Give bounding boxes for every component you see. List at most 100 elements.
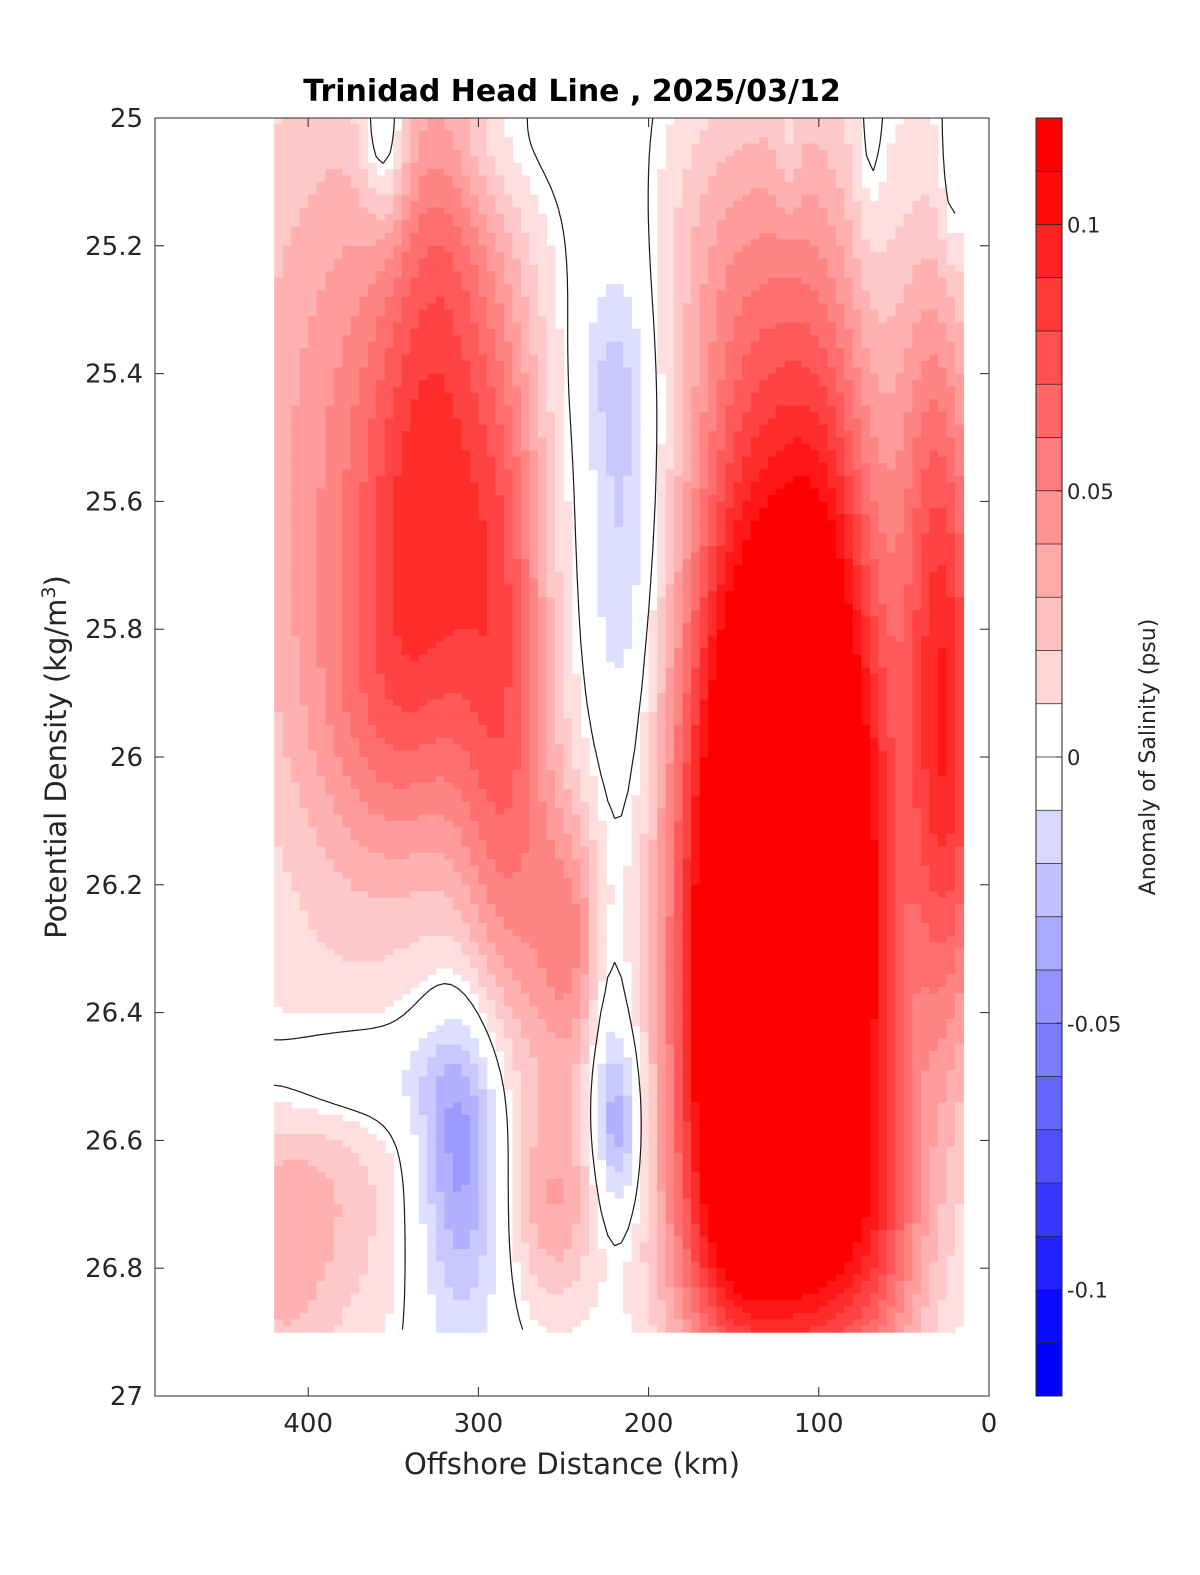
field-cell: [350, 910, 360, 918]
field-cell: [427, 379, 437, 387]
field-cell: [282, 801, 292, 809]
field-cell: [350, 616, 360, 624]
field-cell: [461, 507, 471, 515]
field-cell: [435, 725, 445, 733]
field-cell: [503, 1018, 514, 1026]
field-cell: [435, 1293, 445, 1301]
field-cell: [469, 731, 479, 739]
field-cell: [478, 469, 488, 477]
field-cell: [452, 226, 462, 234]
field-cell: [444, 424, 454, 432]
field-cell: [410, 258, 420, 266]
field-cell: [308, 833, 318, 841]
field-cell: [367, 309, 377, 317]
field-cell: [495, 539, 505, 547]
field-cell: [393, 705, 403, 713]
field-cell: [469, 795, 479, 803]
field-cell: [410, 437, 420, 445]
field-cell: [512, 245, 522, 253]
field-cell: [359, 1217, 369, 1225]
field-cell: [393, 680, 403, 688]
field-cell: [291, 801, 301, 809]
field-cell: [316, 955, 326, 963]
field-cell: [376, 277, 386, 285]
field-cell: [291, 1134, 301, 1141]
field-cell: [452, 686, 462, 694]
field-cell: [444, 610, 454, 618]
field-cell: [282, 124, 292, 132]
field-cell: [384, 712, 394, 720]
field-cell: [308, 1165, 318, 1173]
field-cell: [291, 411, 301, 419]
field-cell: [359, 1242, 369, 1250]
field-cell: [452, 373, 462, 381]
field-cell: [367, 169, 377, 177]
field-cell: [333, 916, 343, 924]
field-cell: [495, 348, 505, 356]
field-cell: [418, 322, 428, 330]
field-cell: [367, 520, 377, 528]
field-cell: [435, 757, 445, 764]
field-cell: [308, 929, 318, 937]
field-cell: [478, 840, 488, 848]
field-cell: [452, 1076, 462, 1084]
field-cell: [495, 201, 505, 209]
field-cell: [350, 558, 360, 566]
field-cell: [333, 872, 343, 880]
field-cell: [410, 405, 420, 413]
field-cell: [444, 757, 454, 764]
field-cell: [291, 622, 301, 630]
field-cell: [452, 335, 462, 343]
field-cell: [282, 712, 292, 720]
field-cell: [512, 488, 522, 496]
field-cell: [342, 635, 352, 643]
field-cell: [495, 424, 505, 432]
field-cell: [418, 1108, 428, 1116]
field-cell: [435, 1102, 445, 1110]
field-cell: [308, 1172, 318, 1180]
field-cell: [520, 220, 531, 228]
field-cell: [435, 820, 445, 828]
field-cell: [435, 475, 445, 483]
field-cell: [461, 859, 471, 867]
field-cell: [367, 1172, 377, 1180]
field-cell: [359, 309, 369, 317]
field-cell: [325, 1280, 335, 1288]
field-cell: [384, 284, 394, 292]
field-cell: [350, 1249, 360, 1257]
field-cell: [282, 935, 292, 943]
field-cell: [299, 1210, 309, 1218]
field-cell: [427, 1134, 437, 1141]
field-cell: [325, 379, 335, 387]
field-cell: [384, 865, 394, 873]
field-cell: [274, 929, 284, 937]
field-cell: [342, 341, 352, 349]
field-cell: [427, 616, 437, 624]
field-cell: [503, 495, 514, 502]
field-cell: [291, 590, 301, 598]
field-cell: [367, 296, 377, 304]
field-cell: [469, 181, 479, 189]
field-cell: [274, 558, 284, 566]
field-cell: [308, 1223, 318, 1231]
field-cell: [503, 1070, 514, 1078]
field-cell: [461, 795, 471, 803]
field-cell: [384, 744, 394, 752]
field-cell: [350, 1242, 360, 1250]
field-cell: [376, 814, 386, 822]
field-cell: [316, 1255, 326, 1263]
field-cell: [282, 1268, 292, 1276]
field-cell: [342, 303, 352, 311]
field-cell: [444, 865, 454, 873]
field-cell: [427, 814, 437, 822]
field-cell: [478, 1006, 488, 1014]
field-cell: [461, 1044, 471, 1052]
field-cell: [469, 744, 479, 752]
field-cell: [444, 622, 454, 630]
field-cell: [401, 264, 411, 272]
field-cell: [452, 1236, 462, 1244]
field-cell: [478, 373, 488, 381]
field-cell: [469, 603, 479, 611]
field-cell: [410, 967, 420, 975]
field-cell: [393, 667, 403, 675]
